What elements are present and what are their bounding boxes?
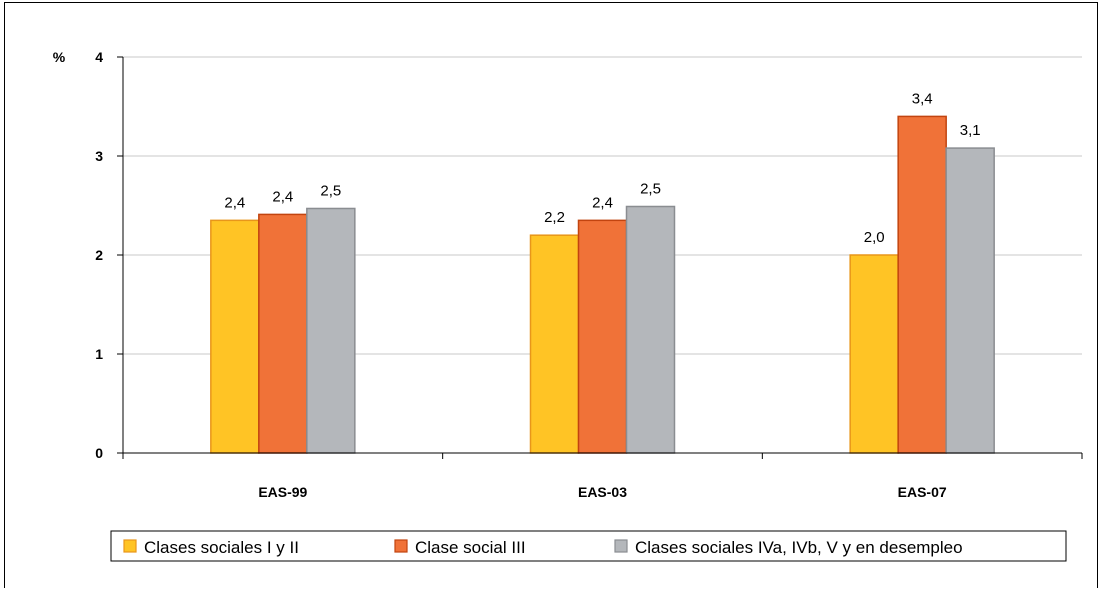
data-label: 3,4 bbox=[912, 90, 933, 107]
bar-eas-07-series-2 bbox=[897, 115, 947, 454]
y-tick-label: 1 bbox=[95, 346, 103, 362]
legend: Clases sociales I y II Clase social III Cl… bbox=[110, 530, 1067, 562]
data-label: 2,4 bbox=[224, 194, 245, 211]
legend-box bbox=[110, 530, 1067, 562]
bars bbox=[210, 115, 995, 454]
labels: 0 1 2 3 4 2,4 2,4 2,5 EAS-99 2,2 2,4 2,5 EAS-03 2,0 3,… bbox=[95, 49, 980, 500]
bar-eas-99-series-2 bbox=[258, 213, 308, 454]
legend-label-1: Clases sociales I y II bbox=[144, 538, 299, 557]
data-label: 2,5 bbox=[640, 180, 661, 197]
legend-swatch-2 bbox=[394, 539, 408, 553]
data-label: 2,5 bbox=[320, 182, 341, 199]
bar-eas-07-series-1 bbox=[849, 254, 899, 454]
data-label: 2,2 bbox=[544, 209, 565, 226]
y-tick-label: 3 bbox=[95, 148, 103, 164]
bar-eas-07-series-3 bbox=[945, 147, 995, 454]
legend-label-3: Clases sociales IVa, IVb, V y en desempl… bbox=[635, 538, 963, 557]
data-label: 2,4 bbox=[592, 194, 613, 211]
bar-eas-99-series-1 bbox=[210, 219, 260, 454]
axes bbox=[117, 56, 1083, 459]
y-tick-label: 4 bbox=[95, 49, 103, 65]
data-label: 2,0 bbox=[864, 229, 885, 246]
legend-label-2: Clase social III bbox=[415, 538, 526, 557]
x-category-label: EAS-07 bbox=[898, 484, 947, 500]
bar-eas-03-series-2 bbox=[577, 219, 628, 454]
bar-eas-03-series-3 bbox=[625, 205, 676, 454]
data-label: 3,1 bbox=[960, 122, 981, 139]
y-tick-label: 0 bbox=[95, 445, 103, 461]
data-label: 2,4 bbox=[272, 188, 293, 205]
legend-swatch-1 bbox=[123, 539, 137, 553]
chart-frame bbox=[4, 2, 1098, 588]
x-category-label: EAS-99 bbox=[258, 484, 307, 500]
legend-swatch-3 bbox=[614, 539, 628, 553]
y-unit-label: % bbox=[53, 49, 66, 65]
x-category-label: EAS-03 bbox=[578, 484, 627, 500]
y-tick-label: 2 bbox=[95, 247, 103, 263]
bar-eas-99-series-3 bbox=[306, 207, 356, 454]
bar-eas-03-series-1 bbox=[529, 234, 580, 454]
